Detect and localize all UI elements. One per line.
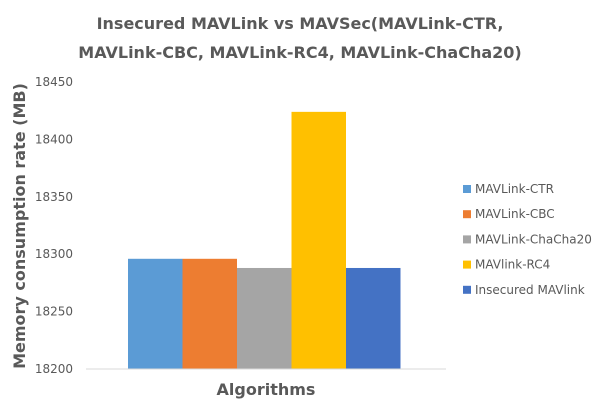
legend-swatch bbox=[463, 210, 471, 219]
y-axis-title: Memory consumption rate (MB) bbox=[10, 83, 29, 369]
legend-entry-label: MAVLink-CBC bbox=[475, 207, 555, 221]
bar-insecured-mavlink bbox=[346, 267, 401, 369]
legend-entry-label: Insecured MAVlink bbox=[475, 283, 585, 297]
chart-title-line-1: Insecured MAVLink vs MAVSec(MAVLink-CTR, bbox=[97, 14, 504, 33]
bar-mavlink-cbc bbox=[182, 258, 237, 369]
y-tick-label: 18350 bbox=[35, 190, 73, 204]
y-tick-label: 18450 bbox=[35, 75, 73, 89]
legend-swatch bbox=[463, 185, 471, 193]
legend-swatch bbox=[463, 285, 471, 294]
chart-title-line-2: MAVLink-CBC, MAVLink-RC4, MAVLink-ChaCha… bbox=[78, 43, 521, 62]
bar-mavlink-chacha20 bbox=[237, 267, 292, 369]
y-tick-label: 18300 bbox=[35, 247, 73, 261]
legend-swatch bbox=[463, 235, 471, 244]
y-tick-label: 18400 bbox=[35, 132, 73, 146]
legend-entry-label: MAVLink-CTR bbox=[475, 182, 554, 196]
bar-mavlink-ctr bbox=[128, 258, 183, 369]
legend-swatch bbox=[463, 260, 471, 269]
legend: MAVLink-CTR MAVLink-CBC MAVLink-ChaCha20 MA… bbox=[463, 182, 592, 297]
bars bbox=[128, 111, 401, 370]
x-axis-title: Algorithms bbox=[217, 380, 316, 399]
legend-entry-label: MAVLink-ChaCha20 bbox=[475, 232, 592, 246]
legend-entry-label: MAVlink-RC4 bbox=[475, 258, 550, 272]
y-tick-label: 18250 bbox=[35, 305, 73, 319]
y-axis-ticks: 18200 18250 18300 18350 18400 18450 bbox=[35, 75, 73, 376]
bar-mavlink-rc4 bbox=[291, 111, 346, 370]
y-tick-label: 18200 bbox=[35, 362, 73, 376]
